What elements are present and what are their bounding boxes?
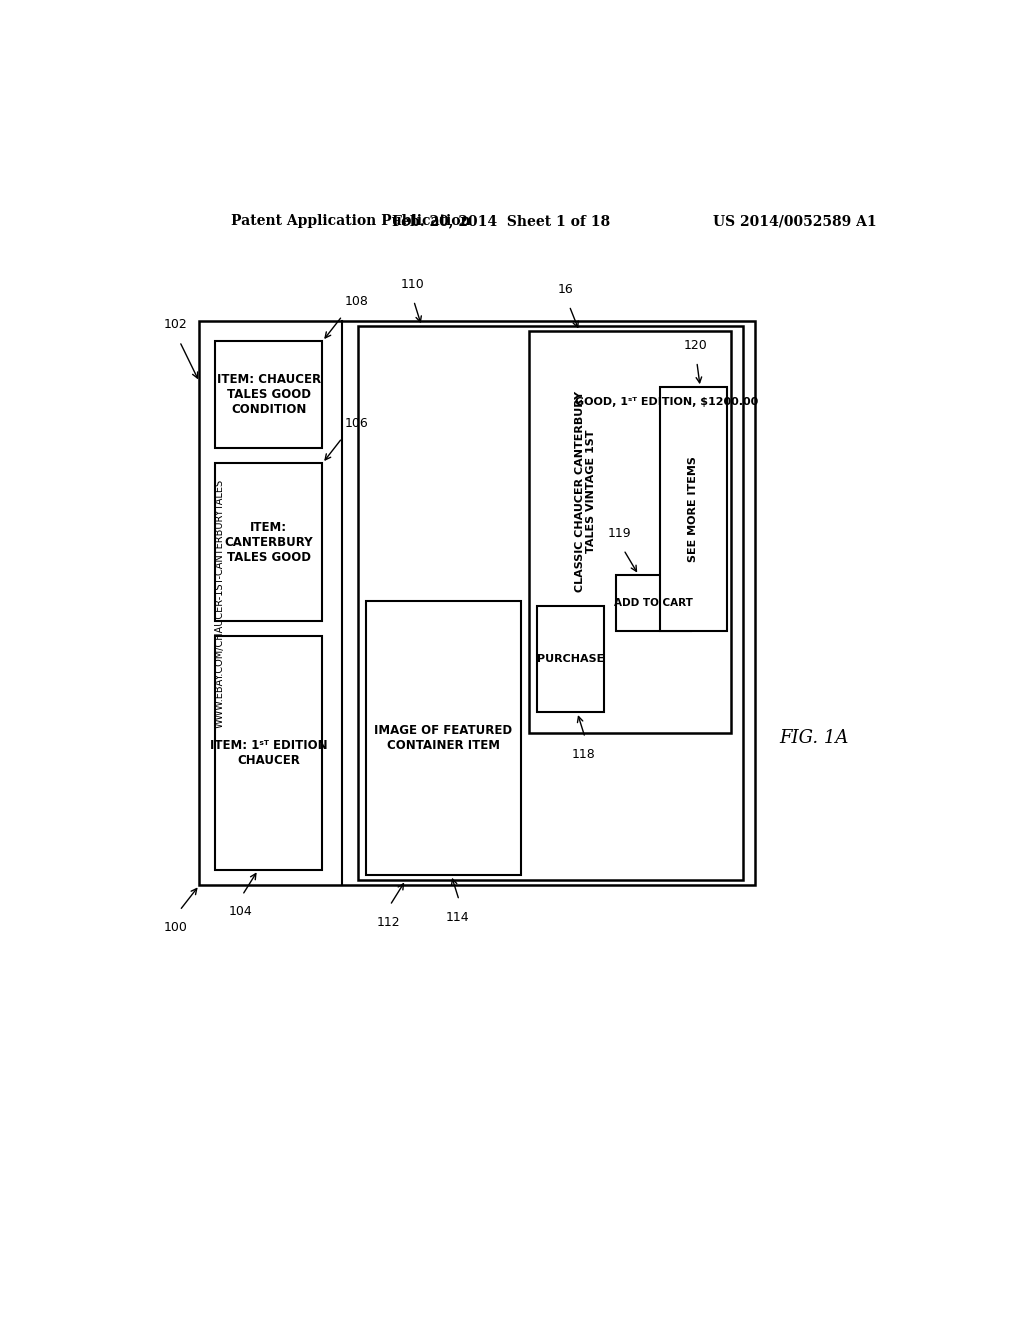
- Text: ITEM: CHAUCER
TALES GOOD
CONDITION: ITEM: CHAUCER TALES GOOD CONDITION: [217, 374, 321, 416]
- Text: Feb. 20, 2014  Sheet 1 of 18: Feb. 20, 2014 Sheet 1 of 18: [392, 214, 610, 228]
- Bar: [528, 331, 731, 733]
- Text: 104: 104: [228, 906, 253, 919]
- Text: CLASSIC CHAUCER CANTERBURY
TALES VINTAGE 1ST: CLASSIC CHAUCER CANTERBURY TALES VINTAGE…: [574, 391, 596, 591]
- Text: 110: 110: [400, 277, 424, 290]
- Text: ITEM: 1ˢᵀ EDITION
CHAUCER: ITEM: 1ˢᵀ EDITION CHAUCER: [210, 739, 328, 767]
- Bar: [367, 601, 521, 875]
- Bar: [200, 321, 755, 886]
- Bar: [215, 463, 323, 620]
- Text: US 2014/0052589 A1: US 2014/0052589 A1: [713, 214, 877, 228]
- Bar: [616, 576, 691, 631]
- Text: SEE MORE ITEMS: SEE MORE ITEMS: [688, 457, 698, 562]
- Text: 102: 102: [164, 318, 187, 331]
- Text: 108: 108: [345, 294, 369, 308]
- Text: 114: 114: [445, 911, 469, 924]
- Text: 16: 16: [557, 282, 573, 296]
- Text: 100: 100: [164, 921, 187, 933]
- Text: Patent Application Publication: Patent Application Publication: [231, 214, 471, 228]
- Text: 118: 118: [571, 748, 595, 760]
- Bar: [215, 636, 323, 870]
- Text: 119: 119: [608, 527, 632, 540]
- Text: WWW.EBAY.COM/CHAUCER-1ST-CANTERBURYTALES: WWW.EBAY.COM/CHAUCER-1ST-CANTERBURYTALES: [214, 479, 224, 727]
- Text: GOOD, 1ˢᵀ EDITION, $1200.00: GOOD, 1ˢᵀ EDITION, $1200.00: [574, 397, 758, 408]
- Text: 120: 120: [684, 338, 708, 351]
- Text: 106: 106: [345, 417, 369, 430]
- Bar: [358, 326, 743, 880]
- Text: 112: 112: [377, 916, 400, 928]
- Bar: [659, 387, 727, 631]
- Text: PURCHASE: PURCHASE: [537, 653, 604, 664]
- Text: IMAGE OF FEATURED
CONTAINER ITEM: IMAGE OF FEATURED CONTAINER ITEM: [375, 723, 513, 752]
- Bar: [215, 342, 323, 447]
- Text: ADD TO CART: ADD TO CART: [614, 598, 693, 609]
- Bar: [537, 606, 604, 713]
- Text: FIG. 1A: FIG. 1A: [780, 729, 849, 747]
- Text: ITEM:
CANTERBURY
TALES GOOD: ITEM: CANTERBURY TALES GOOD: [224, 520, 313, 564]
